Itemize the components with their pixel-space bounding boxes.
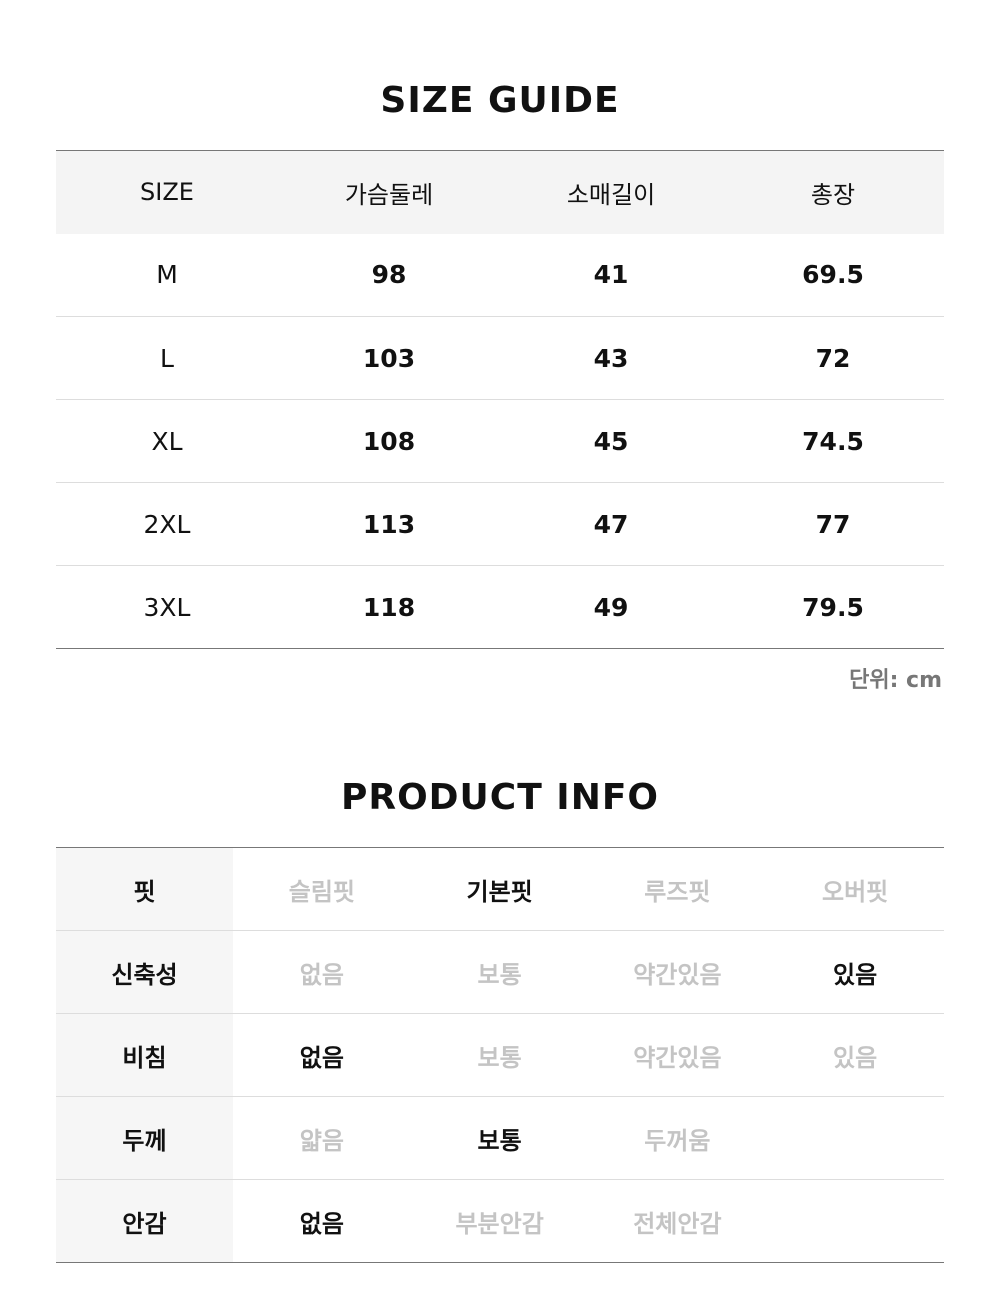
table-row: 2XL 113 47 77 [56, 482, 944, 566]
table-cell: 118 [278, 565, 500, 649]
header-cell: SIZE [56, 150, 278, 234]
table-cell: 45 [500, 399, 722, 483]
table-cell: M [156, 260, 178, 290]
info-row: 안감 없음 부분안감 전체안감 [56, 1179, 944, 1263]
table-cell: 113 [278, 482, 500, 566]
info-option: 부분안감 [410, 1179, 589, 1263]
info-option: 얇음 [233, 1096, 411, 1180]
size-table: SIZE 가슴둘레 소매길이 총장 M 98 41 69.5 L 103 43 72 XL 108… [56, 150, 944, 649]
info-option: 슬림핏 [288, 877, 355, 906]
info-option: 있음 [766, 930, 944, 1014]
table-cell: 43 [500, 316, 722, 400]
table-cell: 69.5 [802, 260, 864, 290]
info-option: 약간있음 [588, 1013, 767, 1097]
table-row: 3XL 118 49 79.5 [56, 565, 944, 649]
table-cell: 98 [371, 260, 407, 290]
info-option: 기본핏 [466, 877, 533, 906]
table-cell: 103 [278, 316, 500, 400]
info-row: 비침 없음 보통 약간있음 있음 [56, 1013, 944, 1097]
table-cell: 79.5 [722, 565, 944, 649]
info-label: 비침 [56, 1013, 233, 1097]
product-info-table: 핏 슬림핏 기본핏 루즈핏 오버핏 신축성 없음 보통 약간있음 있음 비침 없음 보통 약간있음 있음 두께… [56, 847, 944, 1263]
table-row: L 103 43 72 [56, 316, 944, 400]
table-cell: 3XL [56, 565, 278, 649]
info-label: 두께 [56, 1096, 233, 1180]
info-option: 보통 [410, 1013, 589, 1097]
table-row: XL 108 45 74.5 [56, 399, 944, 483]
size-table-header: SIZE 가슴둘레 소매길이 총장 [56, 150, 944, 234]
info-row: 신축성 없음 보통 약간있음 있음 [56, 930, 944, 1014]
info-label: 핏 [56, 847, 233, 931]
info-option: 없음 [233, 1013, 411, 1097]
info-label: 신축성 [56, 930, 233, 1014]
header-cell: 가슴둘레 [278, 150, 500, 234]
table-row: M 98 41 69.5 [56, 234, 944, 317]
info-option [766, 1096, 944, 1180]
header-cell: 소매길이 [500, 150, 722, 234]
table-cell: L [56, 316, 278, 400]
table-cell: 47 [500, 482, 722, 566]
table-cell: 2XL [56, 482, 278, 566]
table-cell: 72 [722, 316, 944, 400]
info-option: 약간있음 [588, 930, 767, 1014]
table-cell: 49 [500, 565, 722, 649]
info-option: 보통 [410, 1096, 589, 1180]
unit-label: 단위: cm [849, 668, 942, 693]
info-option: 없음 [233, 930, 411, 1014]
info-option: 오버핏 [822, 877, 889, 906]
product-info-title: PRODUCT INFO [340, 777, 660, 818]
header-cell: 총장 [722, 150, 944, 234]
info-option: 루즈핏 [644, 877, 711, 906]
info-option: 있음 [766, 1013, 944, 1097]
info-label: 안감 [56, 1179, 233, 1263]
table-cell: 74.5 [722, 399, 944, 483]
info-option: 보통 [410, 930, 589, 1014]
info-option: 없음 [233, 1179, 411, 1263]
info-option: 두꺼움 [588, 1096, 767, 1180]
table-cell: XL [56, 399, 278, 483]
size-guide-title: SIZE GUIDE [380, 80, 620, 121]
info-row: 두께 얇음 보통 두꺼움 [56, 1096, 944, 1180]
info-option: 전체안감 [588, 1179, 767, 1263]
info-option [766, 1179, 944, 1263]
info-row: 핏 슬림핏 기본핏 루즈핏 오버핏 [56, 847, 944, 931]
table-cell: 108 [278, 399, 500, 483]
table-cell: 41 [593, 260, 629, 290]
table-cell: 77 [722, 482, 944, 566]
